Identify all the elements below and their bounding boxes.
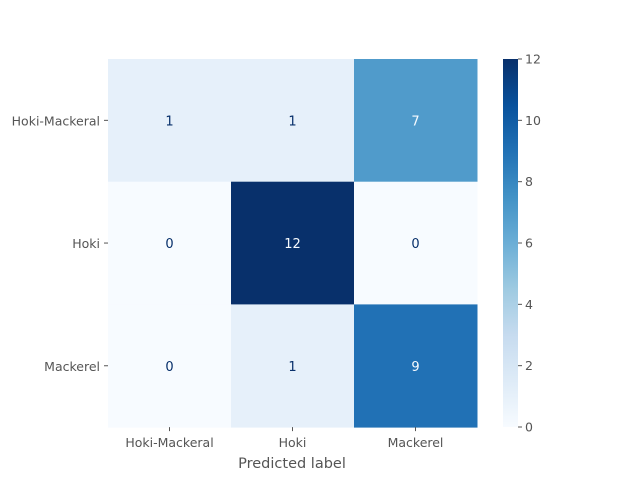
colorbar-tick-label: 12 — [525, 52, 541, 67]
y-tick-label: Hoki — [72, 236, 100, 251]
heatmap-cell-r1-c1 — [231, 181, 355, 305]
cell-value-r0-c0: 1 — [165, 114, 173, 129]
cell-value-r2-c0: 0 — [165, 360, 173, 375]
heatmap-cell-r0-c1 — [231, 59, 355, 183]
heatmap-cells — [108, 59, 478, 428]
heatmap-cell-r2-c2 — [354, 304, 478, 428]
cell-value-r1-c0: 0 — [165, 237, 173, 252]
heatmap-cell-r2-c1 — [231, 304, 355, 428]
cell-value-r0-c2: 7 — [411, 114, 419, 129]
colorbar-tick-label: 10 — [525, 113, 541, 128]
heatmap-cell-r0-c2 — [354, 59, 478, 183]
cell-value-labels: 1 1 7 0 12 0 0 1 9 — [165, 114, 419, 374]
colorbar-gradient — [503, 59, 518, 427]
y-axis-ticks: Hoki-Mackeral Hoki Mackerel — [12, 113, 108, 374]
cell-value-r1-c2: 0 — [411, 237, 419, 252]
cell-value-r0-c1: 1 — [288, 114, 296, 129]
colorbar — [503, 59, 518, 427]
heatmap-cell-r2-c0 — [108, 304, 232, 428]
x-axis-ticks: Hoki-Mackeral Hoki Mackerel — [125, 427, 443, 450]
cell-value-r2-c2: 9 — [411, 360, 419, 375]
x-tick-label: Mackerel — [388, 435, 444, 450]
heatmap-cell-r0-c0 — [108, 59, 232, 183]
colorbar-tick-label: 2 — [525, 358, 533, 373]
cell-value-r2-c1: 1 — [288, 360, 296, 375]
y-tick-label: Hoki-Mackeral — [12, 113, 100, 128]
y-tick-label: Mackerel — [44, 359, 100, 374]
colorbar-tick-label: 6 — [525, 236, 533, 251]
colorbar-tick-label: 0 — [525, 420, 533, 435]
colorbar-tick-label: 4 — [525, 297, 533, 312]
colorbar-ticks: 0 2 4 6 8 10 12 — [518, 52, 541, 435]
cell-value-r1-c1: 12 — [284, 237, 301, 252]
x-tick-label: Hoki — [279, 435, 307, 450]
colorbar-tick-label: 8 — [525, 174, 533, 189]
x-tick-label: Hoki-Mackeral — [125, 435, 213, 450]
x-axis-label: Predicted label — [238, 456, 346, 472]
heatmap-cell-r1-c0 — [108, 181, 232, 305]
heatmap-cell-r1-c2 — [354, 181, 478, 305]
